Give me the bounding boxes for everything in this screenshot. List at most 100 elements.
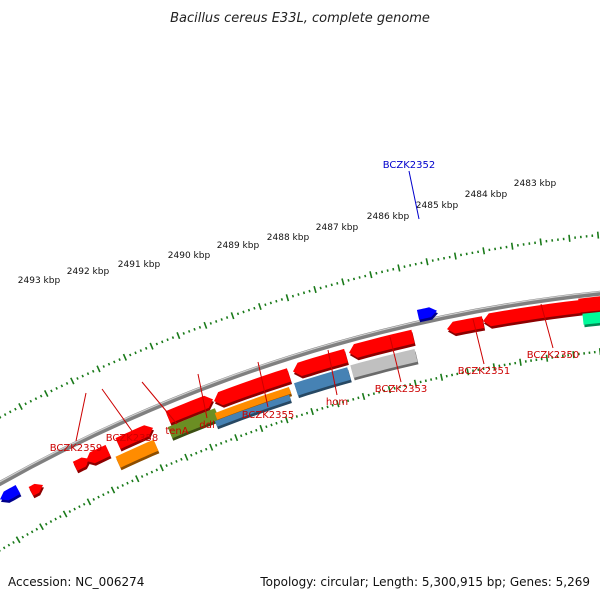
outer-scale-tick — [113, 360, 116, 364]
inner-scale-tick — [39, 523, 44, 531]
outer-scale-tick — [280, 298, 284, 301]
outer-scale-tick — [34, 397, 38, 401]
gene-feature[interactable] — [416, 307, 437, 320]
inner-scale-tick — [219, 441, 223, 445]
gene-feature[interactable] — [214, 394, 291, 427]
inner-scale-tick — [352, 397, 355, 401]
outer-scale-tick — [70, 377, 75, 385]
gene-feature[interactable] — [293, 348, 348, 376]
inner-scale-tick — [214, 443, 218, 447]
gene-feature[interactable] — [582, 311, 600, 325]
gene-feature[interactable] — [115, 425, 154, 449]
outer-scale-tick — [364, 274, 367, 278]
inner-scale-tick — [424, 379, 427, 383]
inner-scale-tick — [68, 510, 72, 513]
gene-label: tenA — [165, 426, 188, 437]
outer-scale-tick — [107, 362, 111, 366]
inner-scale-tick — [357, 396, 360, 400]
gene-feature[interactable] — [349, 329, 415, 358]
inner-scale-tick — [62, 510, 68, 518]
outer-scale-tick — [325, 285, 328, 288]
inner-scale-tick — [12, 541, 15, 544]
gene-labels: BCZK2352 BCZK2350 BCZK2351 BCZK2353 hom BCZK2… — [50, 160, 580, 454]
gene-feature[interactable] — [214, 368, 292, 406]
inner-scale-tick — [44, 522, 48, 526]
outer-scale-tick — [403, 265, 406, 269]
inner-scale-tick — [387, 386, 392, 394]
gene-leader-line — [101, 388, 133, 432]
map-title: Bacillus cereus E33L, complete genome — [170, 11, 430, 26]
inner-scale-tick — [341, 400, 345, 404]
inner-scale-tick — [30, 530, 34, 534]
inner-scale-tick — [106, 490, 110, 494]
inner-scale-tick — [190, 453, 193, 457]
scale-label: 2492 kbp — [67, 267, 110, 277]
outer-scale-tick — [86, 372, 90, 376]
inner-scale-tick — [59, 515, 62, 518]
outer-scale-tick — [155, 342, 159, 346]
outer-scale-tick — [539, 238, 542, 246]
inner-scale-tick — [126, 481, 129, 485]
gene-leader-line — [75, 392, 87, 442]
scale-ticks: 2483 kbp 2484 kbp 2485 kbp 2486 kbp 2487 kbp… — [0, 179, 600, 552]
outer-scale-tick — [431, 259, 434, 262]
backbone-highlight — [0, 291, 600, 483]
inner-scale-tick — [102, 493, 105, 497]
outer-scale-tick — [122, 353, 128, 361]
gene-label: ddl — [199, 420, 214, 431]
outer-scale-tick — [18, 403, 23, 410]
inner-scale-tick — [461, 371, 464, 375]
inner-scale-tick — [54, 517, 57, 521]
inner-scale-tick — [413, 379, 417, 387]
gene-feature[interactable] — [578, 296, 600, 313]
outer-scale-tick — [414, 262, 417, 266]
inner-scale-tick — [209, 443, 214, 451]
inner-scale-tick — [492, 363, 496, 371]
inner-scale-tick — [150, 470, 154, 474]
gene-feature[interactable] — [447, 316, 485, 334]
outer-scale-tick — [187, 329, 191, 333]
inner-scale-tick — [519, 358, 522, 366]
outer-scale-tick — [568, 234, 571, 242]
gene-feature[interactable] — [86, 444, 111, 464]
gene-feature[interactable] — [72, 457, 90, 471]
accession-text: Accession: NC_006274 — [8, 575, 144, 589]
gene-label: BCZK2355 — [242, 410, 295, 421]
outer-scale-tick — [215, 320, 218, 323]
inner-scale-tick — [92, 498, 96, 501]
gene-feature[interactable] — [115, 439, 159, 468]
inner-scale-tick — [290, 416, 293, 420]
inner-scale-tick — [224, 439, 228, 443]
outer-scale-tick — [308, 289, 311, 293]
inner-scale-tick — [331, 403, 334, 407]
scale-label: 2487 kbp — [316, 223, 359, 233]
inner-scale-tick — [170, 462, 173, 465]
inner-scale-tick — [284, 416, 289, 424]
gene-feature[interactable] — [0, 485, 21, 501]
gene-feature[interactable] — [350, 349, 418, 378]
gene-leader-line — [408, 170, 420, 220]
outer-scale-tick — [3, 413, 7, 416]
inner-scale-tick — [545, 354, 549, 362]
gene-feature[interactable] — [28, 483, 43, 496]
outer-scale-tick — [420, 261, 423, 265]
outer-scale-tick — [29, 399, 33, 403]
inner-scale-tick — [15, 536, 21, 544]
inner-scale-tick — [131, 479, 134, 483]
gene-feature[interactable] — [294, 367, 351, 396]
inner-scale-tick — [259, 424, 264, 433]
inner-scale-tick — [280, 420, 283, 423]
gene-feature[interactable] — [483, 300, 582, 327]
outer-scale-tick — [375, 271, 378, 275]
inner-scale-tick — [398, 385, 401, 389]
inner-scale-tick — [430, 378, 433, 381]
gene-feature[interactable] — [214, 387, 292, 420]
outer-scale-tick — [144, 346, 148, 350]
outer-scale-tick — [297, 293, 300, 296]
gene-feature[interactable] — [165, 395, 214, 424]
outer-scale-tick — [397, 264, 401, 272]
gene-leader-line — [141, 381, 178, 425]
outer-scale-tick — [482, 247, 486, 255]
gene-label: BCZK2358 — [106, 433, 159, 444]
outer-scale-tick — [352, 277, 356, 281]
